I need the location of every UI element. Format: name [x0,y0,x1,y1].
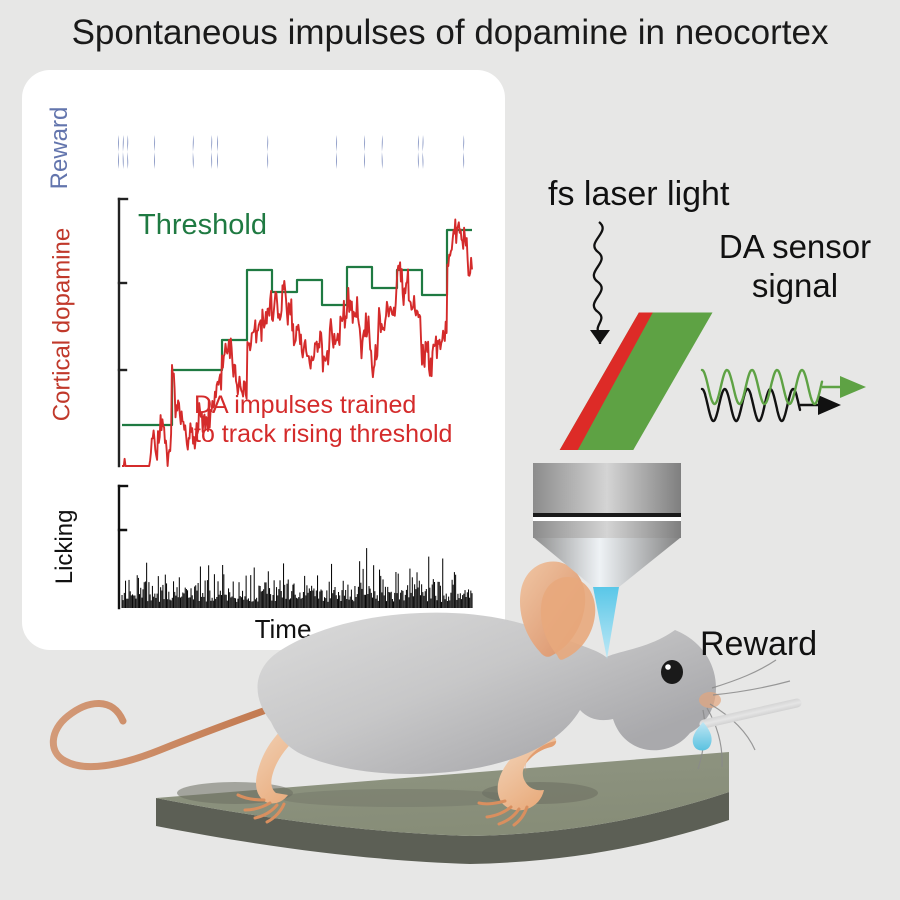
svg-text:Threshold: Threshold [138,209,267,241]
svg-text:to track rising threshold: to track rising threshold [194,420,452,448]
svg-text:DA impulses trained: DA impulses trained [194,391,416,419]
